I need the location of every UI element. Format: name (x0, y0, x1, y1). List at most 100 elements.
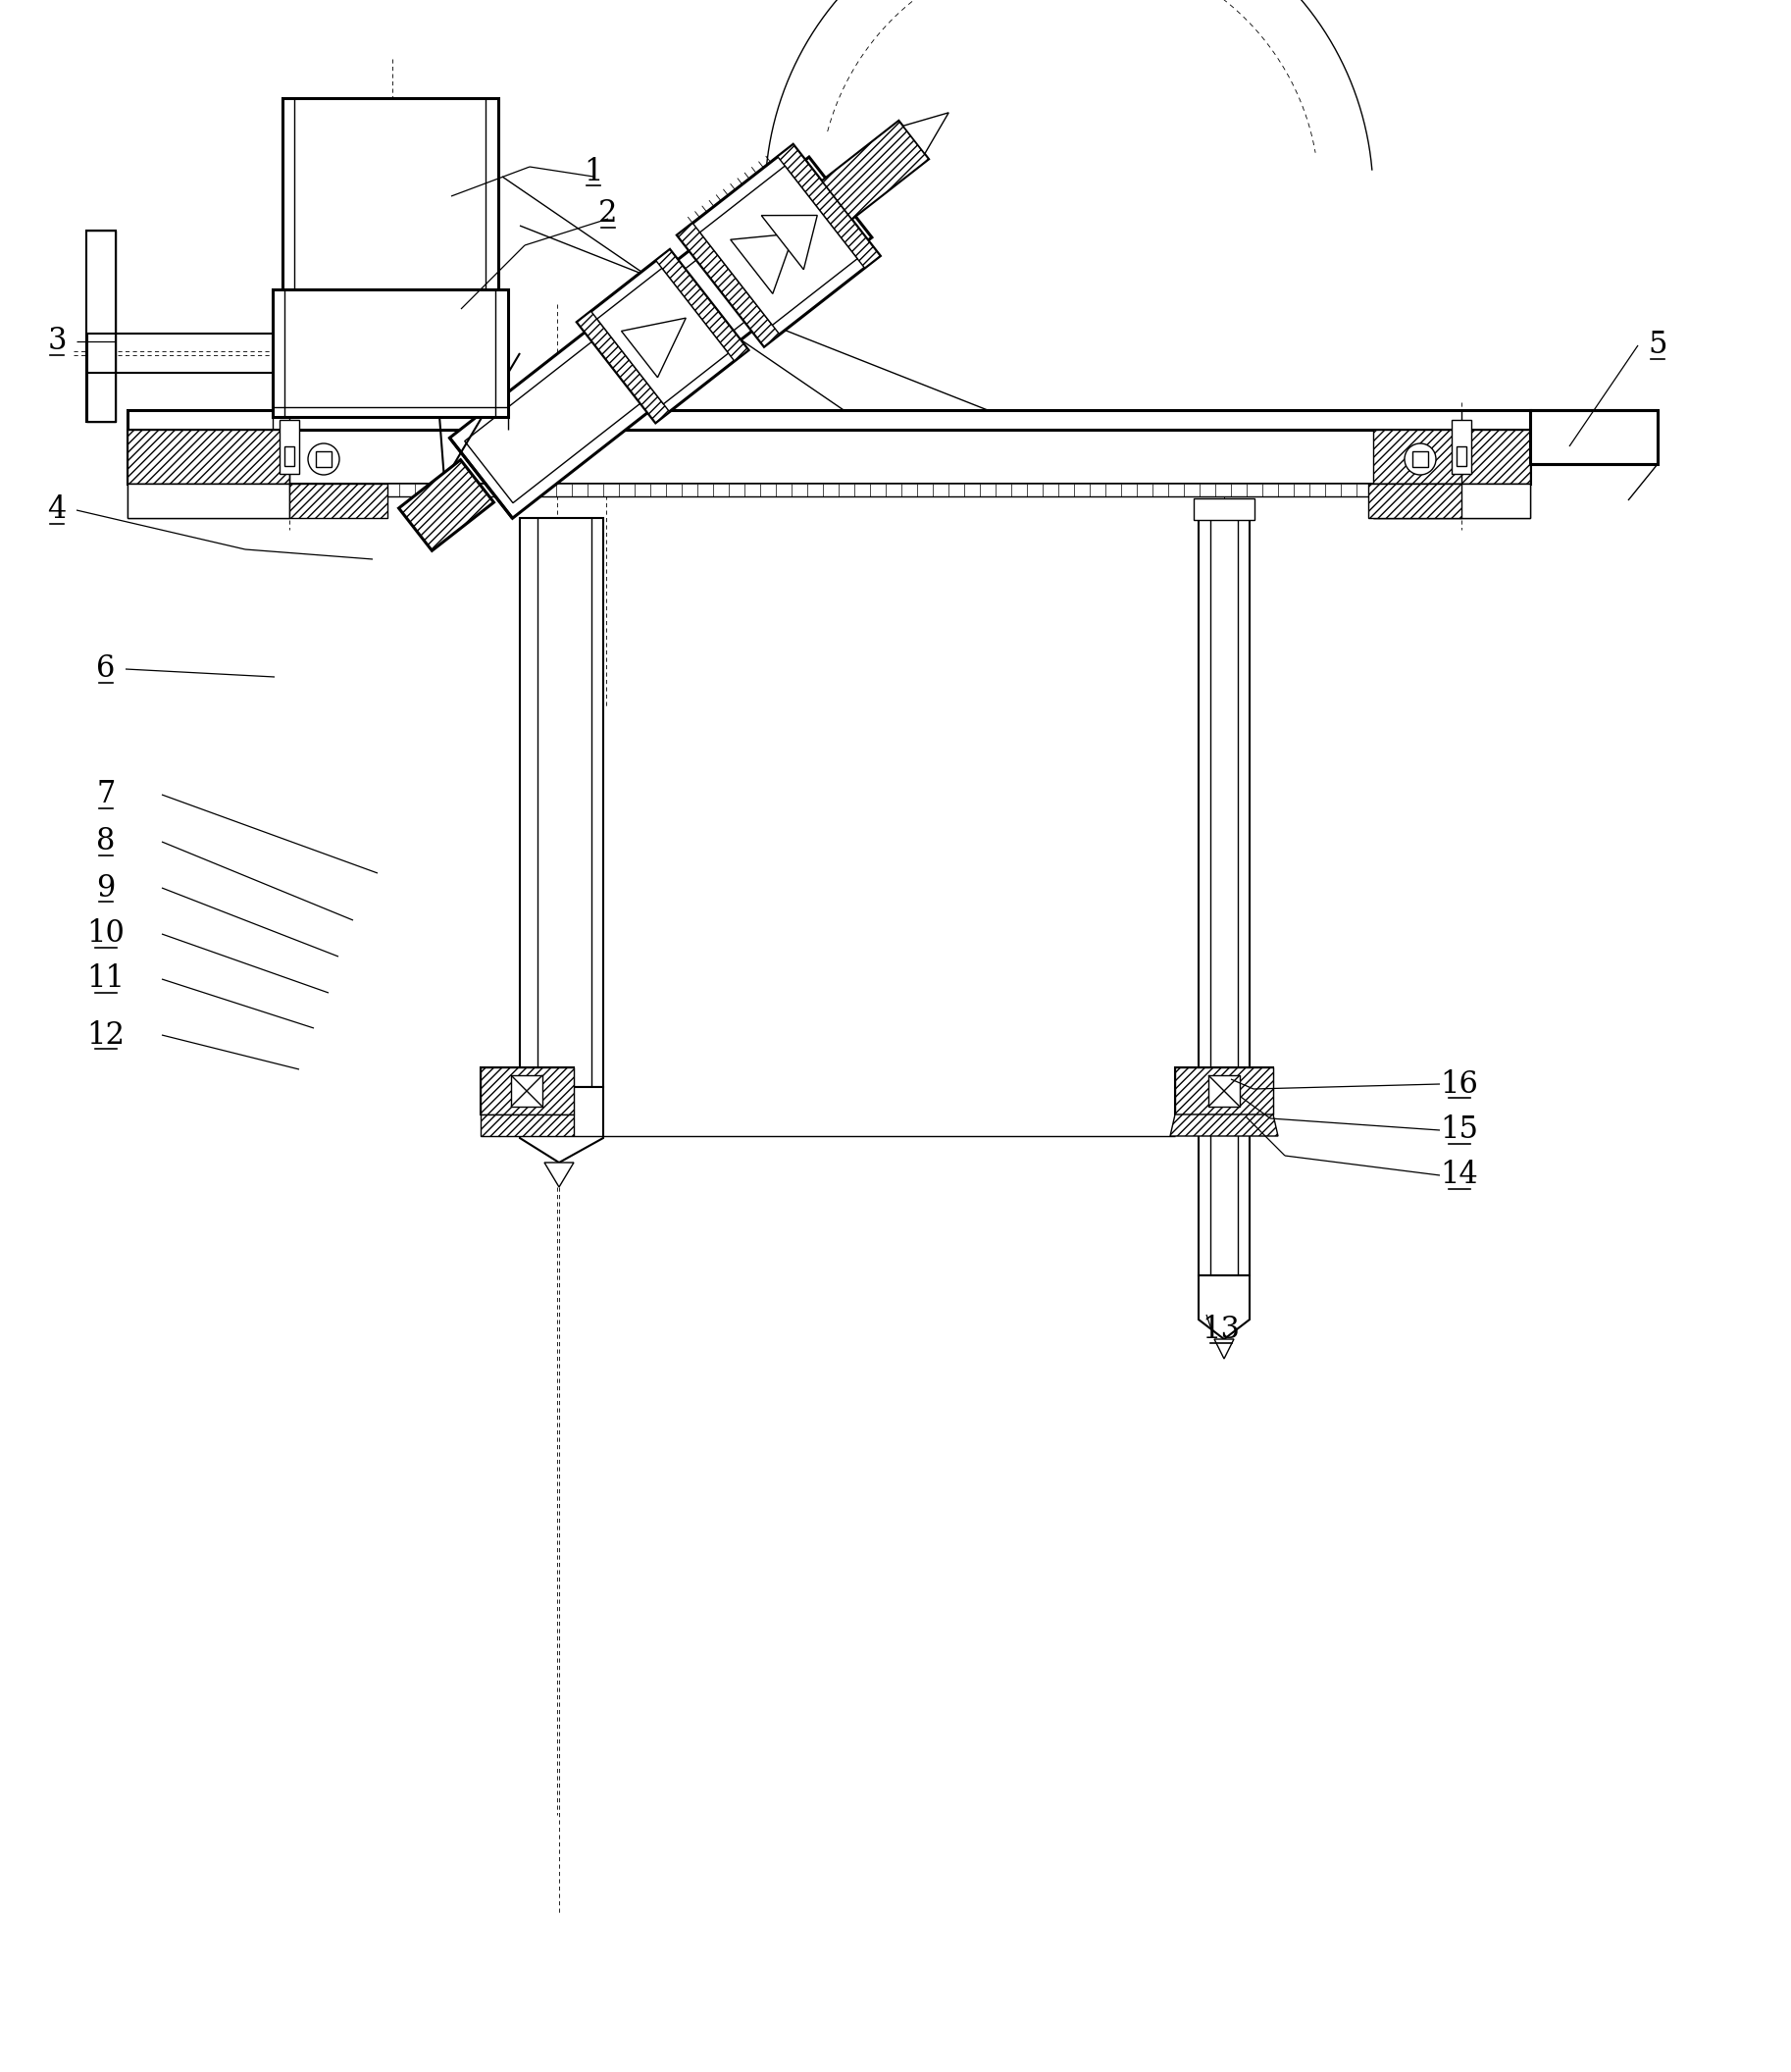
Bar (1198, 518, 1250, 1276)
Bar (399, 483, 416, 497)
Text: 2: 2 (598, 199, 618, 230)
Polygon shape (903, 112, 949, 153)
Bar (290, 483, 304, 497)
Bar (1374, 483, 1530, 518)
Polygon shape (1175, 1067, 1273, 1115)
Polygon shape (480, 1067, 573, 1115)
Bar (509, 483, 525, 497)
Bar (127, 410, 1530, 429)
Bar (1042, 483, 1058, 497)
Bar (1193, 499, 1254, 520)
Bar (315, 452, 331, 466)
Polygon shape (677, 224, 779, 346)
Text: 1: 1 (584, 157, 604, 186)
Polygon shape (1368, 483, 1461, 518)
Polygon shape (519, 1088, 604, 1162)
Bar (519, 518, 604, 1088)
Bar (1356, 483, 1372, 497)
Bar (870, 483, 887, 497)
Polygon shape (544, 1162, 573, 1187)
Bar (478, 483, 493, 497)
Text: 11: 11 (86, 963, 125, 995)
Bar (1216, 483, 1230, 497)
Bar (1293, 483, 1309, 497)
Polygon shape (656, 249, 749, 361)
Text: 8: 8 (97, 827, 115, 858)
Polygon shape (399, 460, 494, 551)
Bar (86, 230, 116, 423)
Polygon shape (761, 215, 817, 269)
Bar (650, 483, 666, 497)
Bar (917, 483, 933, 497)
Polygon shape (621, 317, 686, 377)
Bar (933, 483, 949, 497)
Text: 12: 12 (86, 1019, 125, 1051)
Polygon shape (290, 483, 387, 518)
Bar (1530, 410, 1658, 464)
Polygon shape (596, 267, 729, 404)
Bar (1121, 483, 1137, 497)
Bar (1453, 421, 1470, 474)
Bar (525, 483, 541, 497)
Polygon shape (1214, 1339, 1234, 1359)
Bar (1152, 483, 1168, 497)
Bar (416, 483, 430, 497)
Text: 13: 13 (1202, 1314, 1239, 1345)
Bar (510, 1075, 543, 1106)
Polygon shape (1374, 483, 1530, 518)
Text: 9: 9 (97, 872, 115, 903)
Bar (949, 483, 964, 497)
Bar (557, 483, 571, 497)
Bar (964, 483, 980, 497)
Bar (697, 483, 713, 497)
Bar (1075, 483, 1089, 497)
Bar (682, 483, 697, 497)
Bar (1089, 483, 1105, 497)
Bar (634, 483, 650, 497)
Bar (996, 483, 1012, 497)
Text: 4: 4 (47, 495, 66, 526)
Bar (1105, 483, 1121, 497)
Bar (1263, 483, 1279, 497)
Bar (854, 483, 870, 497)
Bar (272, 290, 509, 416)
Bar (792, 483, 808, 497)
Bar (493, 483, 509, 497)
Bar (838, 483, 854, 497)
Bar (1184, 483, 1200, 497)
Bar (1309, 483, 1325, 497)
Bar (321, 483, 337, 497)
Bar (127, 483, 290, 518)
Bar (666, 483, 682, 497)
Bar (446, 483, 462, 497)
Polygon shape (1198, 1276, 1250, 1339)
Polygon shape (464, 172, 856, 503)
Bar (279, 421, 299, 474)
Text: 10: 10 (88, 918, 125, 949)
Polygon shape (480, 1115, 573, 1135)
Bar (713, 483, 729, 497)
Text: 7: 7 (97, 779, 115, 810)
Bar (541, 483, 557, 497)
Polygon shape (127, 483, 290, 518)
Bar (337, 483, 353, 497)
Bar (980, 483, 996, 497)
Bar (620, 483, 634, 497)
Bar (1209, 1075, 1239, 1106)
Polygon shape (700, 166, 858, 325)
Polygon shape (731, 234, 793, 294)
Bar (759, 483, 776, 497)
Bar (745, 483, 759, 497)
Bar (127, 429, 1530, 483)
Text: 3: 3 (47, 325, 66, 356)
Bar (1058, 483, 1075, 497)
Circle shape (1404, 443, 1436, 474)
Bar (367, 483, 383, 497)
Text: 6: 6 (97, 655, 115, 684)
Text: 15: 15 (1440, 1115, 1479, 1146)
Polygon shape (777, 145, 879, 267)
Polygon shape (450, 157, 872, 518)
Bar (283, 97, 498, 290)
Bar (822, 483, 838, 497)
Polygon shape (1170, 1115, 1279, 1135)
